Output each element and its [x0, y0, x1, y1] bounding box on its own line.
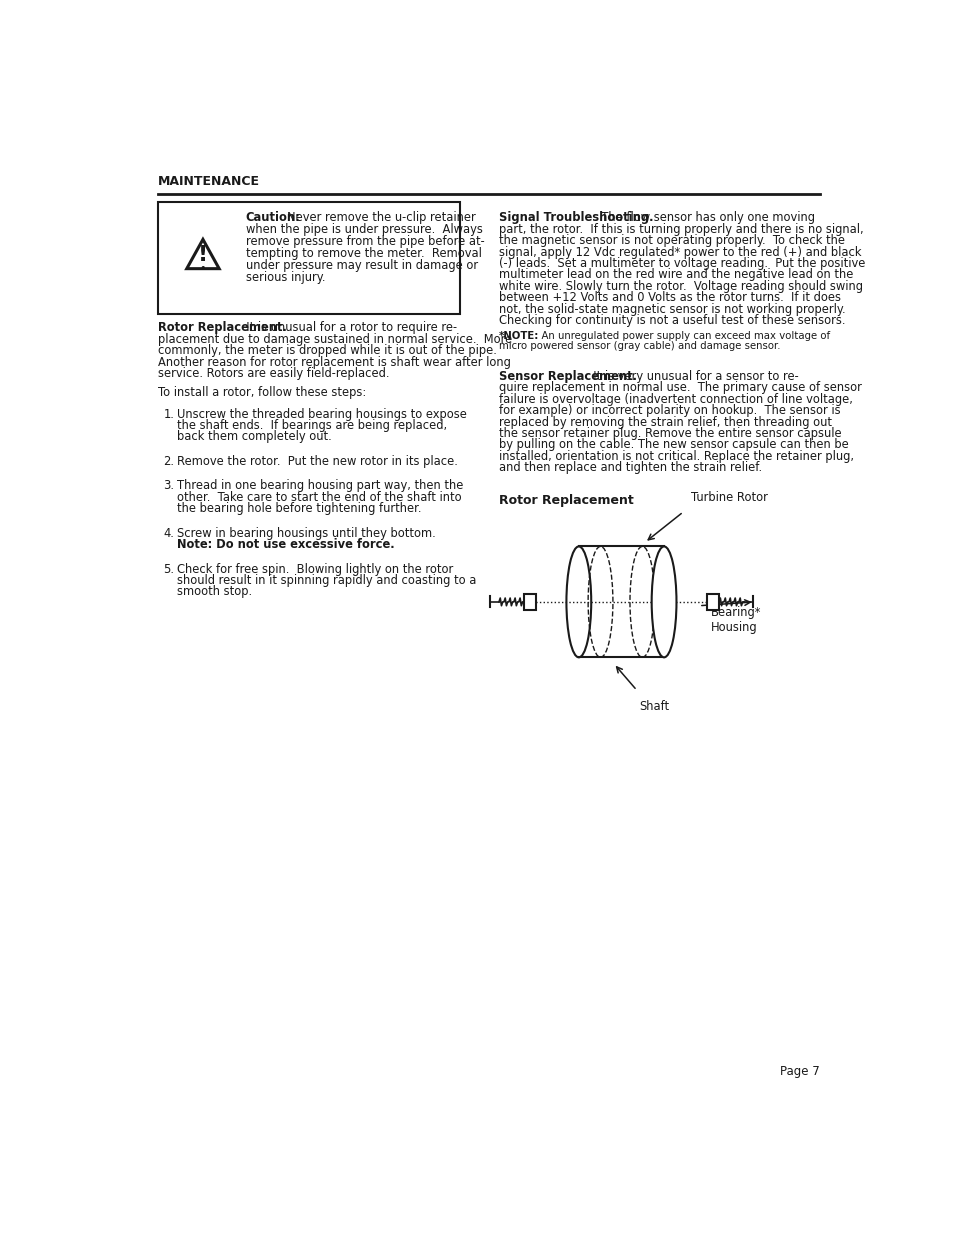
- Text: micro powered sensor (gray cable) and damage sensor.: micro powered sensor (gray cable) and da…: [498, 341, 780, 352]
- Text: replaced by removing the strain relief, then threading out: replaced by removing the strain relief, …: [498, 415, 831, 429]
- Text: An unregulated power supply can exceed max voltage of: An unregulated power supply can exceed m…: [535, 331, 830, 341]
- Text: Shaft: Shaft: [639, 700, 669, 713]
- Text: MAINTENANCE: MAINTENANCE: [158, 175, 260, 188]
- Text: Screw in bearing housings until they bottom.: Screw in bearing housings until they bot…: [177, 527, 436, 540]
- Text: placement due to damage sustained in normal service.  More: placement due to damage sustained in nor…: [158, 333, 512, 346]
- Text: smooth stop.: smooth stop.: [177, 585, 253, 599]
- Text: Caution:: Caution:: [245, 211, 300, 225]
- Text: service. Rotors are easily field-replaced.: service. Rotors are easily field-replace…: [158, 367, 389, 380]
- Text: 2.: 2.: [163, 454, 174, 468]
- Bar: [578, 546, 663, 657]
- Text: part, the rotor.  If this is turning properly and there is no signal,: part, the rotor. If this is turning prop…: [498, 222, 862, 236]
- Text: 3.: 3.: [163, 479, 174, 493]
- Text: It is very unusual for a sensor to re-: It is very unusual for a sensor to re-: [585, 370, 798, 383]
- Text: other.  Take care to start the end of the shaft into: other. Take care to start the end of the…: [177, 490, 461, 504]
- Text: •: •: [199, 263, 206, 273]
- Text: Remove the rotor.  Put the new rotor in its place.: Remove the rotor. Put the new rotor in i…: [177, 454, 457, 468]
- Text: 4.: 4.: [163, 527, 174, 540]
- Text: and then replace and tighten the strain relief.: and then replace and tighten the strain …: [498, 461, 761, 474]
- Text: the bearing hole before tightening further.: the bearing hole before tightening furth…: [177, 503, 421, 515]
- Text: quire replacement in normal use.  The primary cause of sensor: quire replacement in normal use. The pri…: [498, 382, 861, 394]
- Text: Note: Do not use excessive force.: Note: Do not use excessive force.: [177, 538, 395, 551]
- Text: Turbine Rotor: Turbine Rotor: [691, 492, 767, 504]
- Text: The flow sensor has only one moving: The flow sensor has only one moving: [593, 211, 814, 225]
- Text: Check for free spin.  Blowing lightly on the rotor: Check for free spin. Blowing lightly on …: [177, 563, 453, 576]
- Text: 1.: 1.: [163, 408, 174, 421]
- Text: Rotor Replacement: Rotor Replacement: [498, 494, 633, 508]
- Ellipse shape: [651, 546, 676, 657]
- Bar: [706, 594, 719, 610]
- Text: failure is overvoltage (inadvertent connection of line voltage,: failure is overvoltage (inadvertent conn…: [498, 393, 852, 406]
- Text: Another reason for rotor replacement is shaft wear after long: Another reason for rotor replacement is …: [158, 356, 511, 368]
- Text: the sensor retainer plug. Remove the entire sensor capsule: the sensor retainer plug. Remove the ent…: [498, 427, 841, 440]
- Text: multimeter lead on the red wire and the negative lead on the: multimeter lead on the red wire and the …: [498, 268, 853, 282]
- Text: 5.: 5.: [163, 563, 174, 576]
- Text: for example) or incorrect polarity on hookup.  The sensor is: for example) or incorrect polarity on ho…: [498, 404, 840, 417]
- Text: *NOTE:: *NOTE:: [498, 331, 538, 341]
- Text: tempting to remove the meter.  Removal: tempting to remove the meter. Removal: [245, 247, 481, 261]
- Text: Thread in one bearing housing part way, then the: Thread in one bearing housing part way, …: [177, 479, 463, 493]
- Text: Unscrew the threaded bearing housings to expose: Unscrew the threaded bearing housings to…: [177, 408, 467, 421]
- Text: To install a rotor, follow these steps:: To install a rotor, follow these steps:: [158, 387, 366, 399]
- Bar: [523, 594, 536, 610]
- Text: Rotor Replacement.: Rotor Replacement.: [158, 321, 287, 335]
- Text: between +12 Volts and 0 Volts as the rotor turns.  If it does: between +12 Volts and 0 Volts as the rot…: [498, 291, 841, 304]
- Text: signal, apply 12 Vdc regulated* power to the red (+) and black: signal, apply 12 Vdc regulated* power to…: [498, 246, 861, 258]
- Text: Never remove the u-clip retainer: Never remove the u-clip retainer: [287, 211, 476, 225]
- Text: !: !: [197, 246, 208, 266]
- Text: serious injury.: serious injury.: [245, 270, 325, 284]
- Text: the shaft ends.  If bearings are being replaced,: the shaft ends. If bearings are being re…: [177, 419, 447, 432]
- Text: Sensor Replacement.: Sensor Replacement.: [498, 370, 637, 383]
- Text: white wire. Slowly turn the rotor.  Voltage reading should swing: white wire. Slowly turn the rotor. Volta…: [498, 279, 862, 293]
- Text: commonly, the meter is dropped while it is out of the pipe.: commonly, the meter is dropped while it …: [158, 345, 497, 357]
- Text: when the pipe is under pressure.  Always: when the pipe is under pressure. Always: [245, 224, 482, 236]
- Bar: [158, 203, 459, 314]
- Text: It is unusual for a rotor to require re-: It is unusual for a rotor to require re-: [239, 321, 457, 335]
- Text: installed, orientation is not critical. Replace the retainer plug,: installed, orientation is not critical. …: [498, 450, 853, 463]
- Text: by pulling on the cable. The new sensor capsule can then be: by pulling on the cable. The new sensor …: [498, 438, 848, 451]
- Text: Signal Troubleshooting.: Signal Troubleshooting.: [498, 211, 653, 225]
- Text: not, the solid-state magnetic sensor is not working properly.: not, the solid-state magnetic sensor is …: [498, 303, 844, 315]
- Text: back them completely out.: back them completely out.: [177, 431, 332, 443]
- Text: Bearing*
Housing: Bearing* Housing: [710, 605, 760, 634]
- Text: the magnetic sensor is not operating properly.  To check the: the magnetic sensor is not operating pro…: [498, 235, 844, 247]
- Text: Page 7: Page 7: [780, 1065, 819, 1078]
- Text: under pressure may result in damage or: under pressure may result in damage or: [245, 259, 477, 272]
- Text: should result in it spinning rapidly and coasting to a: should result in it spinning rapidly and…: [177, 574, 476, 587]
- Text: (-) leads.  Set a multimeter to voltage reading.  Put the positive: (-) leads. Set a multimeter to voltage r…: [498, 257, 864, 270]
- Text: Checking for continuity is not a useful test of these sensors.: Checking for continuity is not a useful …: [498, 314, 844, 327]
- Text: remove pressure from the pipe before at-: remove pressure from the pipe before at-: [245, 235, 484, 248]
